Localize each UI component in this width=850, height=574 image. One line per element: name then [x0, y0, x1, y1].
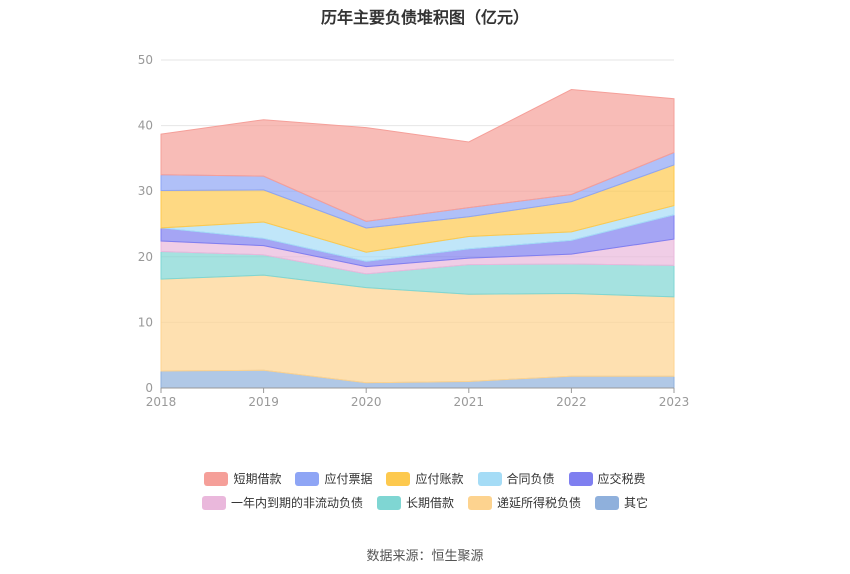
legend-label: 应付票据 [324, 472, 373, 486]
legend-label: 递延所得税负债 [497, 496, 582, 510]
legend-label: 应交税费 [597, 472, 646, 486]
data-source: 数据来源：恒生聚源 [366, 549, 484, 564]
legend-swatch [204, 471, 229, 486]
legend-swatch [386, 471, 411, 486]
legend-item[interactable]: 合同负债 [477, 470, 555, 487]
legend-item[interactable]: 递延所得税负债 [468, 494, 581, 511]
legend-swatch [595, 495, 620, 510]
legend-label: 合同负债 [506, 472, 555, 486]
legend: 短期借款 应付票据 应付账款 合同负债 应交税费 一年内到期的非流动负债 长期借款 递延所得… [0, 470, 850, 511]
x-tick-label: 2023 [659, 395, 690, 409]
legend-swatch [376, 495, 401, 510]
legend-item[interactable]: 应交税费 [568, 470, 646, 487]
area-series-9[interactable] [160, 89, 675, 222]
x-tick-label: 2021 [454, 395, 485, 409]
y-tick-label: 30 [138, 184, 153, 198]
legend-item[interactable]: 其它 [595, 494, 648, 511]
x-tick-label: 2019 [248, 395, 279, 409]
legend-swatch [468, 495, 492, 510]
chart-title: 历年主要负债堆积图（亿元） [320, 8, 529, 27]
legend-swatch [568, 471, 593, 486]
legend-item[interactable]: 应付票据 [295, 470, 372, 487]
legend-row-1: 短期借款 应付票据 应付账款 合同负债 应交税费 [204, 470, 646, 487]
x-tick-label: 2020 [351, 395, 382, 409]
legend-item[interactable]: 短期借款 [204, 470, 281, 487]
legend-swatch [201, 495, 226, 510]
legend-label: 短期借款 [233, 472, 282, 486]
x-tick-label: 2022 [556, 395, 587, 409]
legend-row-2: 一年内到期的非流动负债 长期借款 递延所得税负债 其它 [201, 494, 648, 511]
legend-label: 一年内到期的非流动负债 [230, 496, 363, 510]
y-tick-label: 10 [138, 315, 153, 329]
y-tick-label: 40 [138, 119, 153, 133]
axis-layer: 0 10 20 30 40 50 2018 2019 2020 2021 2022 2023 [138, 53, 690, 409]
legend-label: 其它 [624, 496, 649, 510]
legend-item[interactable]: 长期借款 [376, 494, 454, 511]
legend-item[interactable]: 应付账款 [386, 470, 464, 487]
legend-label: 应付账款 [415, 472, 464, 486]
area-layer [160, 89, 675, 389]
legend-label: 长期借款 [405, 496, 454, 510]
y-tick-label: 20 [138, 250, 153, 264]
legend-item[interactable]: 一年内到期的非流动负债 [201, 494, 363, 511]
x-tick-label: 2018 [146, 395, 177, 409]
legend-swatch [477, 471, 502, 486]
legend-swatch [295, 471, 320, 486]
y-tick-label: 0 [145, 381, 153, 395]
y-tick-label: 50 [138, 53, 153, 67]
